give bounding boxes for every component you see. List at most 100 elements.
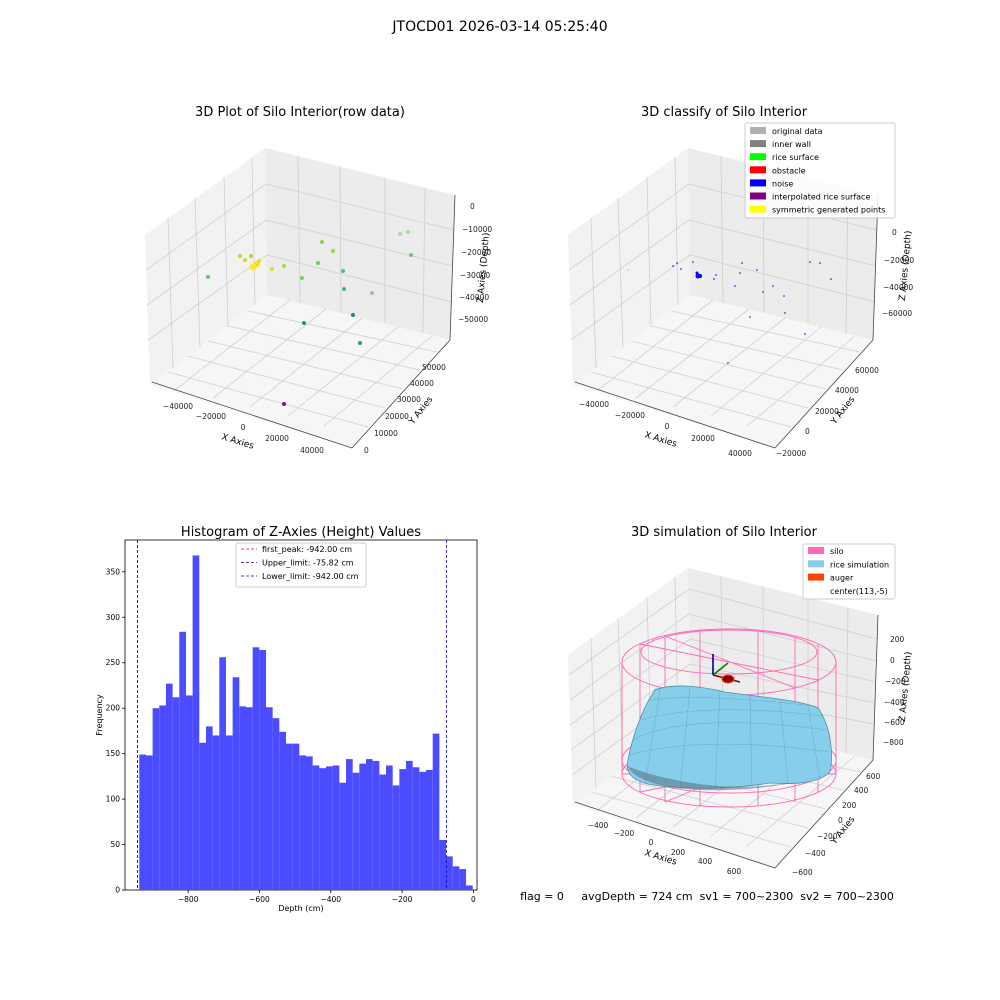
hist-bar	[265, 707, 273, 890]
x-tick: 40000	[300, 446, 324, 455]
classify-3d-grid	[568, 155, 878, 428]
panel-classify-3d: 3D classify of Silo Interior	[568, 105, 914, 458]
raw-3d-zlabel: Z Axies (Depth)	[476, 232, 492, 303]
legend-label: silo	[830, 547, 844, 556]
legend-label: Upper_limit: -75.82 cm	[262, 559, 354, 568]
hist-bar	[165, 683, 173, 890]
legend-box	[744, 122, 896, 219]
raw-point	[342, 287, 346, 291]
z-tick: −800	[883, 738, 904, 747]
panel-histogram: Histogram of Z-Axies (Height) Values −80…	[95, 525, 478, 913]
legend-label: original data	[772, 127, 823, 136]
classify-3d-y-ticks: −20000 0 20000 40000 60000	[776, 366, 879, 458]
hist-bar	[192, 555, 200, 890]
legend-label: noise	[772, 179, 793, 188]
sim-3d-z-ticks: 200 0 −200 −400 −600 −800	[883, 635, 906, 747]
hist-bar	[292, 743, 300, 890]
legend-swatch	[808, 560, 824, 568]
x-tick: −20000	[615, 411, 645, 420]
raw-point	[282, 264, 286, 268]
legend-label: first_peak: -942.00 cm	[262, 545, 352, 554]
raw-3d-panes	[145, 148, 456, 449]
y-tick: −400	[805, 849, 826, 858]
classify-3d-pane-left	[568, 148, 690, 385]
hist-bar	[152, 708, 160, 890]
legend-swatch	[808, 547, 824, 554]
z-tick: −400	[884, 698, 905, 707]
x-tick-label: 0	[471, 895, 476, 904]
hist-bar	[372, 760, 380, 890]
classify-3d-points	[627, 261, 832, 364]
legend-label: rice simulation	[830, 560, 889, 569]
hist-bar	[212, 735, 220, 890]
silo-rib	[664, 635, 796, 689]
status-text: flag = 0 avgDepth = 724 cm sv1 = 700~230…	[520, 890, 894, 903]
hist-bar	[172, 697, 180, 890]
hist-title: Histogram of Z-Axies (Height) Values	[181, 525, 421, 540]
z-tick: −20000	[461, 248, 491, 257]
panel-simulation-3d: 3D simulation of Silo Interior	[568, 525, 914, 877]
raw-3d-points	[206, 230, 413, 406]
raw-point	[243, 258, 247, 262]
classify-point	[672, 265, 674, 267]
z-tick: −20000	[884, 256, 914, 265]
y-tick: −600	[792, 868, 813, 877]
x-tick: 40000	[728, 449, 752, 458]
raw-point	[257, 259, 261, 263]
legend-label: Lower_limit: -942.00 cm	[262, 572, 359, 581]
x-tick: −200	[614, 829, 635, 838]
y-tick-label: 200	[106, 704, 121, 713]
hist-y-ticks: 0 50 100 150 200 250 300 350	[106, 567, 125, 895]
legend-label: interpolated rice surface	[772, 193, 870, 202]
x-tick: 0	[665, 422, 670, 431]
legend-box	[802, 543, 896, 600]
y-tick-label: 350	[106, 567, 121, 576]
raw-3d-pane-back	[265, 148, 455, 340]
z-tick: 0	[890, 656, 895, 665]
sim-3d-pane-left	[568, 568, 690, 805]
y-tick-label: 100	[106, 795, 121, 804]
hist-bar	[399, 769, 407, 890]
silo-top-ring-inner	[640, 629, 818, 675]
hist-bar	[359, 763, 367, 890]
classify-point	[698, 274, 702, 278]
hist-bar	[346, 759, 353, 890]
z-tick: −40000	[883, 283, 913, 292]
y-tick-label: 50	[110, 840, 120, 849]
raw-3d-pane-floor	[150, 295, 450, 448]
classify-point	[749, 316, 751, 318]
classify-point	[727, 362, 729, 364]
raw-point	[351, 313, 355, 317]
y-tick: 0	[805, 427, 810, 436]
x-tick: 0	[241, 423, 246, 432]
y-tick-label: 150	[106, 749, 121, 758]
classify-point	[715, 274, 717, 276]
hist-ylabel: Frequency	[95, 694, 104, 736]
classify-point	[734, 285, 736, 287]
classify-point	[680, 268, 682, 270]
raw-point	[249, 254, 253, 258]
y-tick: −20000	[776, 449, 806, 458]
hist-legend: first_peak: -942.00 cm Upper_limit: -75.8…	[235, 542, 367, 588]
hist-vlines	[137, 540, 447, 890]
legend-box	[235, 542, 367, 588]
classify-3d-title: 3D classify of Silo Interior	[641, 105, 808, 120]
y-tick-label: 300	[106, 613, 121, 622]
raw-point	[406, 230, 410, 234]
classify-point	[676, 262, 678, 264]
hist-bar	[432, 733, 440, 890]
hist-bar	[312, 765, 320, 890]
classify-point	[809, 261, 811, 263]
sim-3d-x-ticks: −400 −200 0 200 400 600	[588, 821, 742, 876]
z-tick: −40000	[459, 293, 489, 302]
z-tick: −60000	[882, 309, 912, 318]
y-tick: 50000	[422, 363, 446, 372]
classify-point	[695, 271, 699, 275]
classify-3d-pane-floor	[573, 295, 873, 448]
panel-raw-3d: 3D Plot of Silo Interior(row data)	[145, 105, 492, 455]
raw-point	[341, 269, 345, 273]
hist-bar	[339, 782, 347, 890]
z-tick: 200	[890, 635, 905, 644]
classify-point	[713, 278, 715, 280]
x-tick: 200	[671, 848, 686, 857]
